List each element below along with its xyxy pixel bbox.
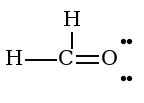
Text: C: C xyxy=(58,50,74,69)
Text: H: H xyxy=(5,50,23,69)
Text: O: O xyxy=(101,50,118,69)
Text: H: H xyxy=(63,11,81,30)
